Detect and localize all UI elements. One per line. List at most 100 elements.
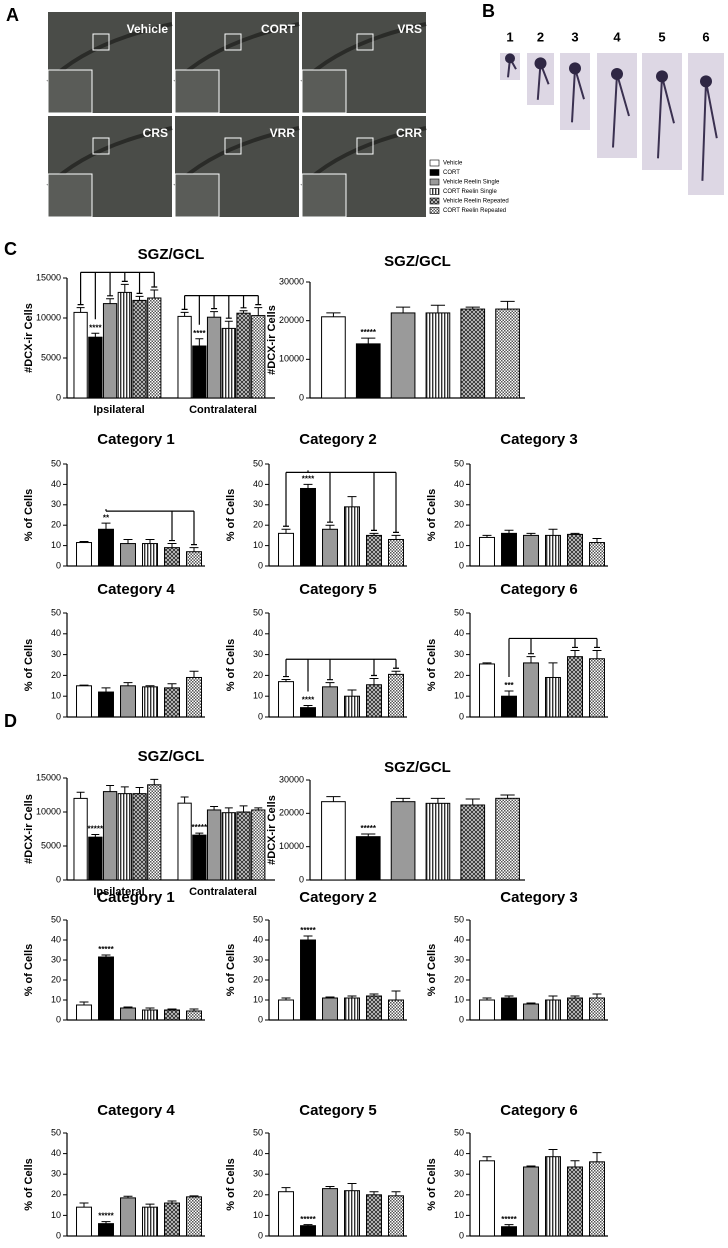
y-tick-label: 10 <box>454 540 464 550</box>
y-tick-label: 0 <box>258 711 263 721</box>
bar <box>425 312 451 399</box>
error-bar <box>391 1191 401 1196</box>
error-bar <box>361 833 376 837</box>
error-bar <box>548 995 558 1000</box>
legend-label: Vehicle <box>443 161 463 167</box>
bar <box>88 336 103 399</box>
bar <box>278 1191 294 1237</box>
y-tick-label: 40 <box>454 628 464 638</box>
bar <box>88 836 103 881</box>
category-number: 3 <box>571 29 578 44</box>
y-tick-label: 10 <box>51 994 61 1004</box>
y-tick-label: 30 <box>51 499 61 509</box>
error-bar <box>325 524 335 530</box>
bar <box>589 542 605 567</box>
error-bar <box>210 806 219 810</box>
significance-label: ***** <box>98 1212 114 1221</box>
y-tick-label: 0 <box>56 1014 61 1024</box>
bar <box>164 547 180 567</box>
y-tick-label: 0 <box>56 392 61 402</box>
micrograph-label: Vehicle <box>127 22 169 36</box>
error-bar <box>391 670 401 675</box>
bar <box>236 312 251 399</box>
error-bar <box>224 320 233 329</box>
error-bar <box>189 1195 199 1197</box>
y-tick-label: 30 <box>51 954 61 964</box>
bar <box>120 1007 136 1021</box>
error-bar <box>145 538 155 544</box>
y-tick-label: 30 <box>51 1169 61 1179</box>
category-number: 2 <box>537 29 544 44</box>
y-tick-label: 50 <box>253 914 263 924</box>
error-bar <box>135 787 144 794</box>
error-bar <box>570 649 580 657</box>
bar <box>147 784 162 881</box>
bar <box>322 1188 338 1237</box>
error-bar <box>326 312 341 317</box>
significance-bracket <box>283 658 399 692</box>
y-tick-label: 10 <box>253 691 263 701</box>
y-tick-label: 30 <box>454 954 464 964</box>
y-tick-label: 10 <box>51 691 61 701</box>
significance-label: ***** <box>98 945 114 954</box>
chart-title: Category 5 <box>299 1102 377 1119</box>
error-bar <box>79 684 89 686</box>
bar <box>132 299 147 399</box>
error-bar <box>101 954 111 957</box>
category-number: 6 <box>702 29 709 44</box>
chart-title: SGZ/GCL <box>384 759 451 776</box>
y-tick-label: 20 <box>454 1189 464 1199</box>
roi-box <box>356 33 374 51</box>
error-bar <box>195 338 204 346</box>
bar <box>322 997 338 1021</box>
bar <box>523 534 539 567</box>
error-bar <box>123 1195 133 1198</box>
y-tick-label: 10000 <box>279 354 304 364</box>
significance-bracket <box>283 470 399 533</box>
y-tick-label: 20000 <box>279 808 304 818</box>
error-bar <box>145 685 155 687</box>
significance-label: ***** <box>192 823 208 832</box>
y-axis-title: % of Cells <box>426 639 438 692</box>
y-tick-label: 30 <box>253 499 263 509</box>
y-tick-label: 20000 <box>279 315 304 325</box>
error-bar <box>430 797 446 804</box>
y-tick-label: 30 <box>51 649 61 659</box>
error-bar <box>281 528 291 534</box>
y-tick-label: 0 <box>258 1230 263 1240</box>
bar <box>321 316 346 399</box>
significance-bracket <box>181 295 262 325</box>
micrograph-label: CRR <box>396 126 422 140</box>
chart-title: Category 1 <box>97 889 175 906</box>
bar <box>206 316 222 399</box>
y-axis-title: % of Cells <box>225 489 237 542</box>
y-tick-label: 10 <box>51 1210 61 1220</box>
error-bar <box>369 532 379 536</box>
bar <box>567 533 583 567</box>
error-bar <box>303 483 313 489</box>
bar <box>501 532 517 567</box>
x-category-label: Ipsilateral <box>93 404 144 416</box>
error-bar <box>504 1224 514 1227</box>
y-tick-label: 20 <box>454 974 464 984</box>
soma <box>569 62 581 75</box>
error-bar <box>482 1156 492 1161</box>
error-bar <box>101 687 111 693</box>
chart-title: Category 1 <box>97 431 175 448</box>
bar <box>589 1161 605 1237</box>
error-bar <box>592 649 602 659</box>
error-bar <box>101 1221 111 1224</box>
y-tick-label: 20 <box>51 1189 61 1199</box>
y-tick-label: 0 <box>459 1230 464 1240</box>
bar <box>390 312 416 399</box>
bar <box>589 658 605 718</box>
bar <box>523 662 539 718</box>
inset <box>174 173 220 218</box>
bar <box>355 836 381 881</box>
error-bar <box>570 995 580 998</box>
bar <box>495 308 520 399</box>
error-bar <box>123 1006 133 1008</box>
y-tick-label: 50 <box>454 914 464 924</box>
y-tick-label: 0 <box>258 560 263 570</box>
error-bar <box>325 996 335 998</box>
